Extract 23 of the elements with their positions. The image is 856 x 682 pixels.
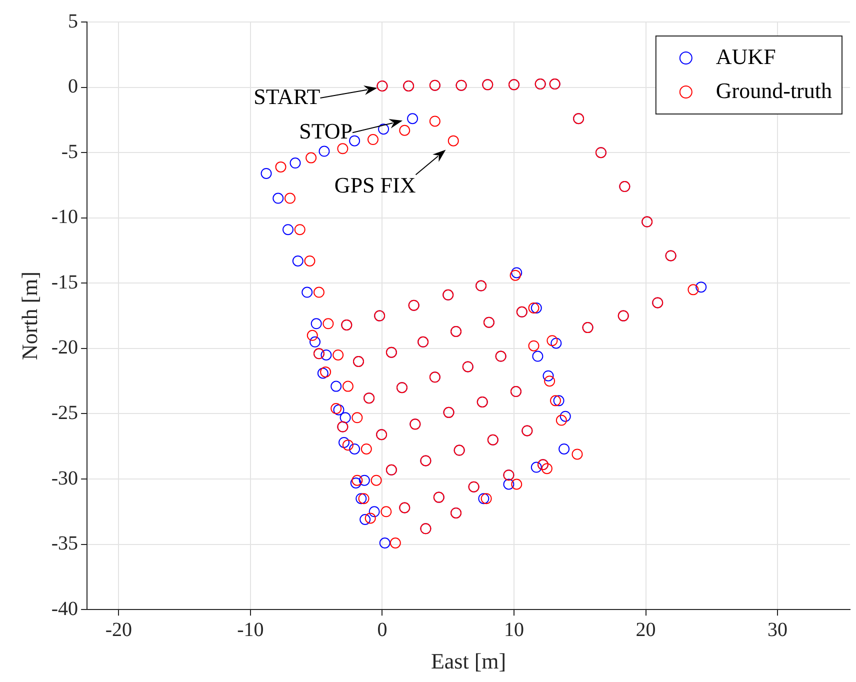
y-tick-label: -25 xyxy=(51,402,78,424)
y-tick-label: 0 xyxy=(68,76,78,98)
x-tick-label: 30 xyxy=(768,618,788,641)
legend-label: AUKF xyxy=(716,44,776,69)
y-axis-title: North [m] xyxy=(16,272,42,360)
y-tick-label: -40 xyxy=(51,598,78,620)
annotation: START xyxy=(254,84,321,109)
annotation: GPS FIX xyxy=(334,172,416,198)
y-tick-label: 5 xyxy=(68,10,78,32)
y-tick-label: -5 xyxy=(61,140,78,163)
y-tick-label: -15 xyxy=(51,271,78,294)
y-tick-label: -10 xyxy=(51,206,78,228)
x-tick-label: 10 xyxy=(504,618,524,641)
legend-label: Ground-truth xyxy=(716,78,832,103)
x-tick-label: 20 xyxy=(636,618,656,641)
annotation: STOP xyxy=(299,118,353,144)
x-tick-label: -20 xyxy=(105,618,132,641)
x-tick-label: 0 xyxy=(377,618,388,641)
x-axis-title: East [m] xyxy=(430,648,506,674)
y-tick-label: -35 xyxy=(51,532,78,555)
x-tick-label: -10 xyxy=(237,618,264,641)
y-tick-label: -20 xyxy=(51,336,78,359)
y-tick-label: -30 xyxy=(51,467,78,490)
